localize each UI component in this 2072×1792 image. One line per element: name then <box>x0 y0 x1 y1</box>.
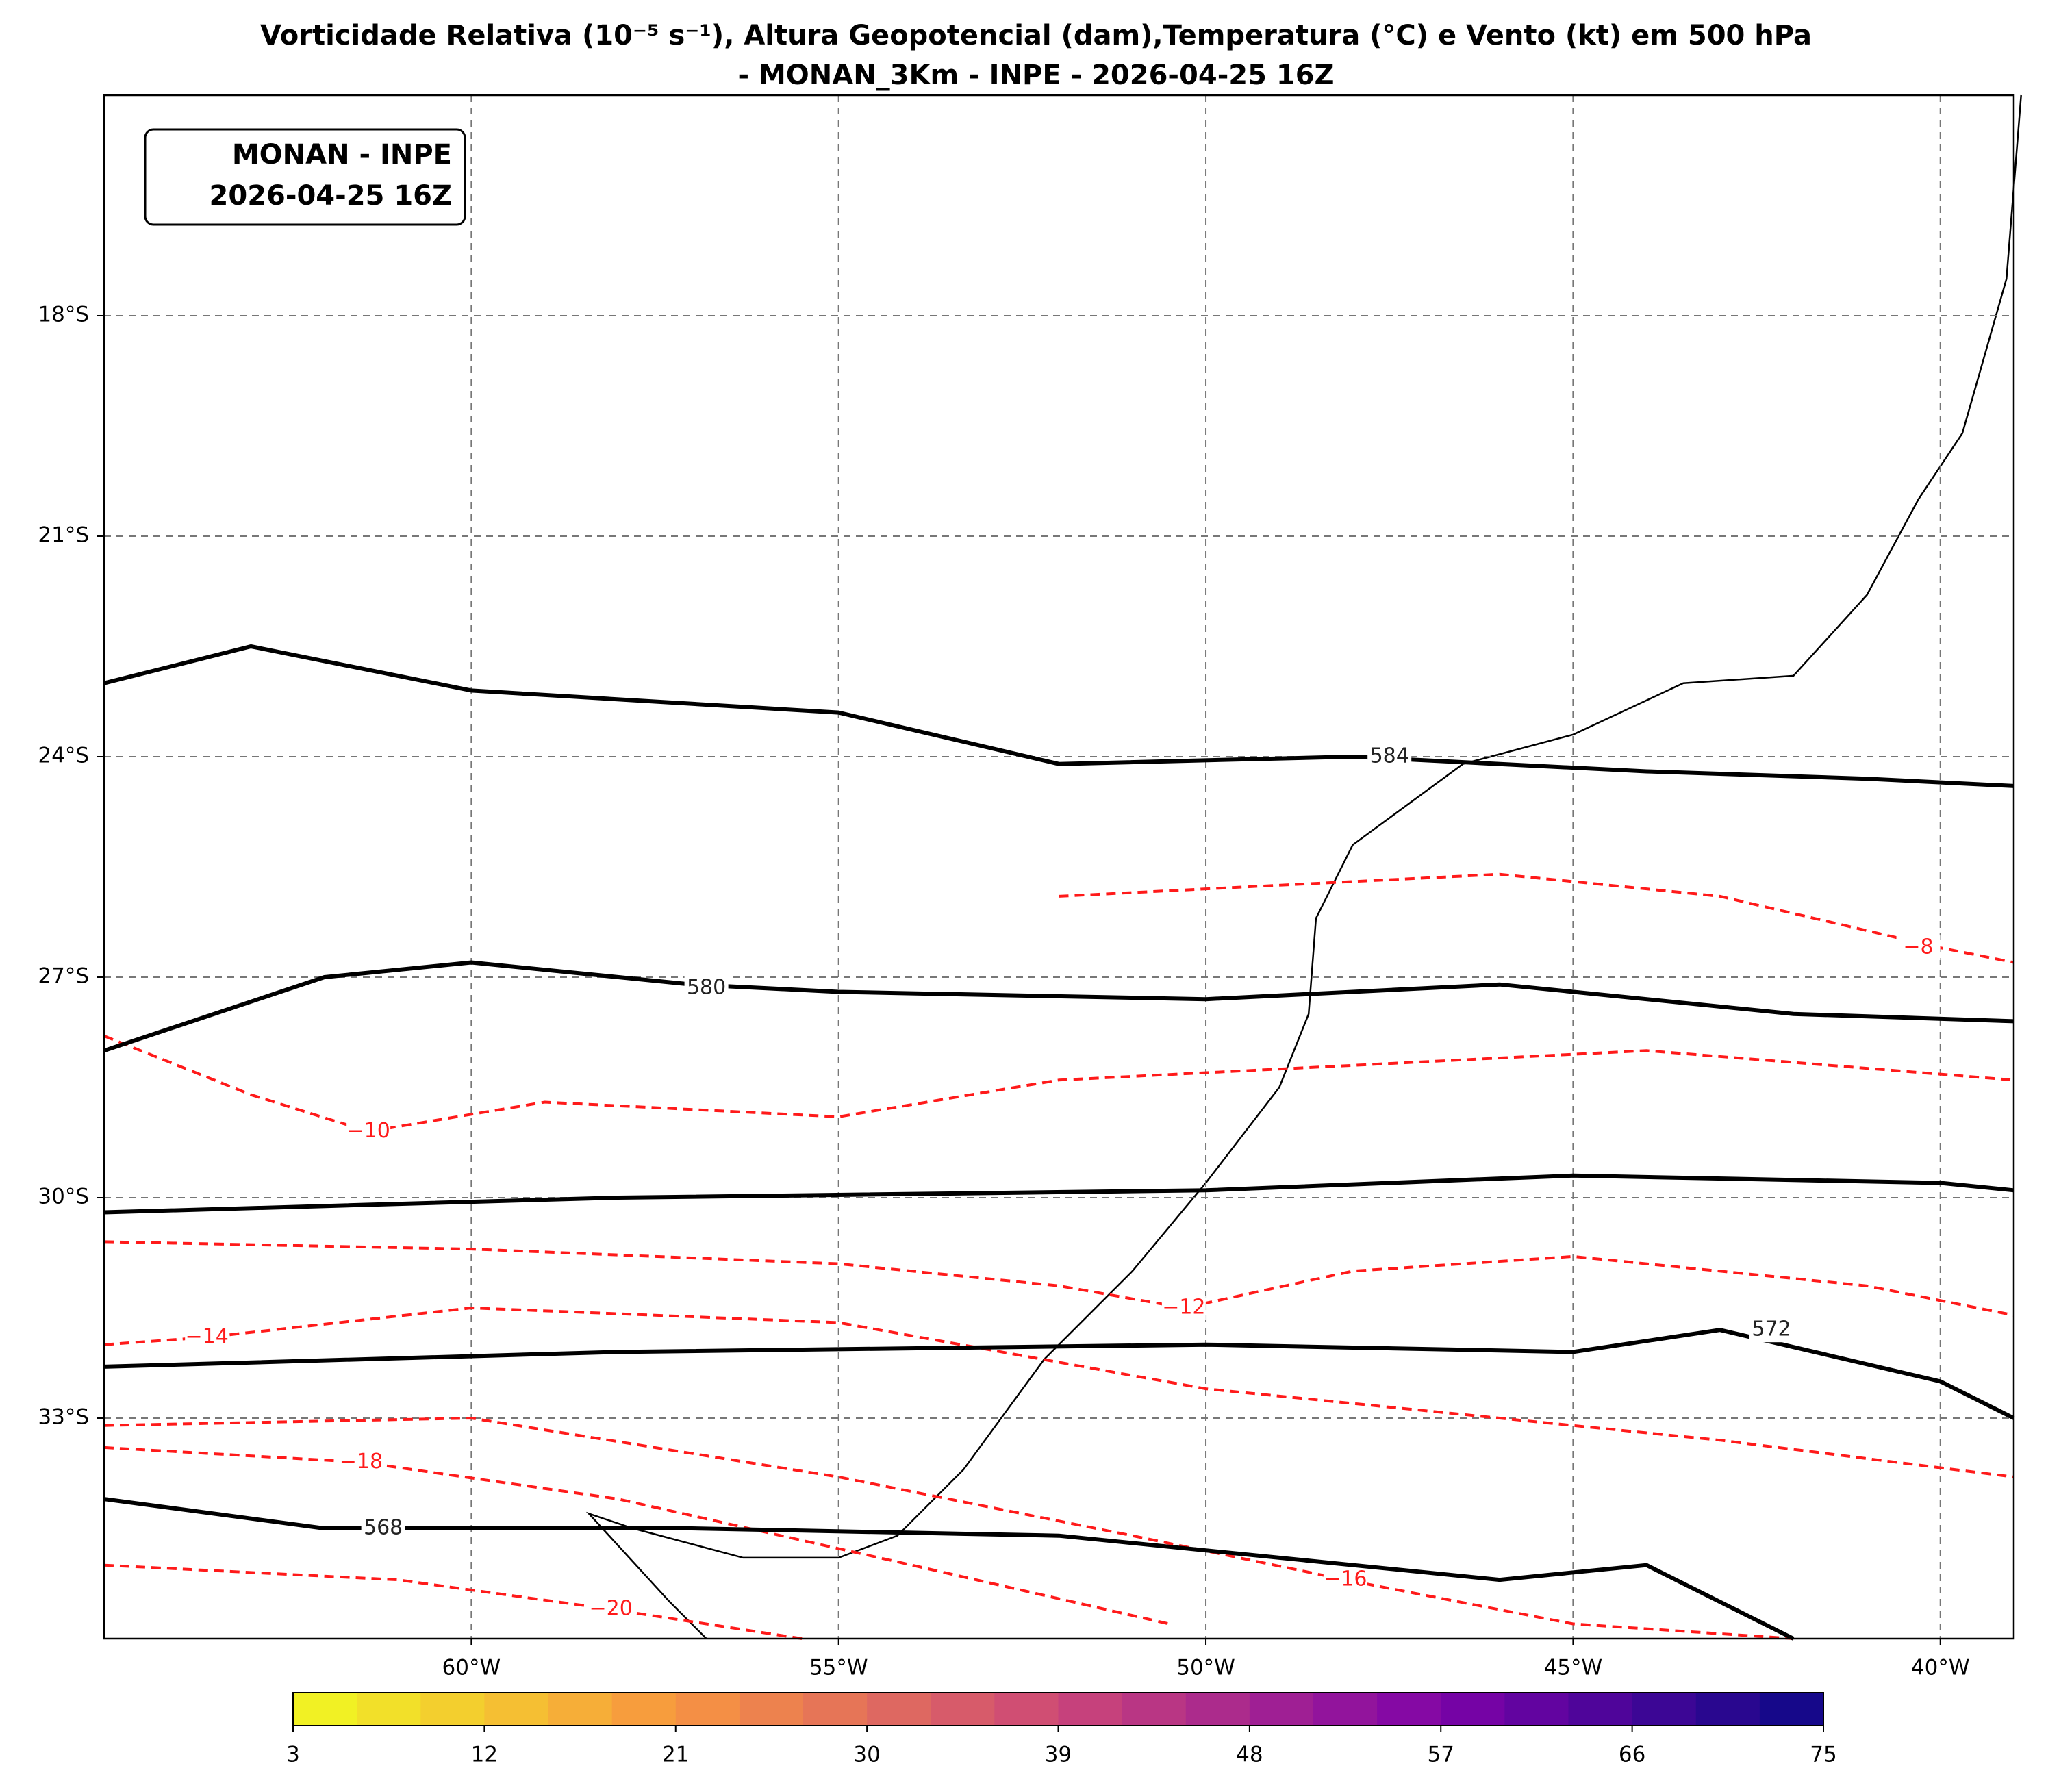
y-tick-label: 18°S <box>38 303 89 327</box>
height-contour-label: 572 <box>1752 1317 1791 1341</box>
colorbar-bin <box>1759 1693 1824 1726</box>
plot-frame <box>103 94 2015 1640</box>
colorbar-bin <box>1122 1693 1187 1726</box>
contour-label-bg <box>1367 744 1412 769</box>
contour-label-bg <box>1161 1296 1206 1320</box>
contour-label-bg <box>339 1450 383 1475</box>
y-tick-label: 33°S <box>38 1405 89 1430</box>
colorbar-tick-label: 3 <box>286 1743 300 1767</box>
temperature-contour <box>103 1416 1794 1640</box>
height-contour <box>103 960 2014 1053</box>
temperature-contour <box>103 1563 803 1640</box>
temperature-contour-label: −8 <box>1903 935 1933 959</box>
height-contour <box>103 644 2014 788</box>
contour-label-bg <box>361 1516 405 1541</box>
colorbar-bin <box>1249 1693 1314 1726</box>
colorbar-tick-label: 12 <box>471 1743 498 1767</box>
colorbar-tick-label: 30 <box>853 1743 880 1767</box>
colorbar-bin <box>484 1693 549 1726</box>
height-contour <box>103 1497 1795 1641</box>
temperature-contour <box>103 1035 2014 1133</box>
colorbar-tick-label: 57 <box>1428 1743 1454 1767</box>
colorbar-bin <box>1695 1693 1760 1726</box>
colorbar-bin <box>1504 1693 1569 1726</box>
title: Vorticidade Relativa (10⁻⁵ s⁻¹), Altura … <box>260 20 1812 51</box>
colorbar-bin <box>357 1693 421 1726</box>
y-tick-label: 27°S <box>38 964 89 989</box>
contour-label-bg <box>1749 1317 1794 1343</box>
y-tick-label: 30°S <box>38 1185 89 1209</box>
colorbar-tick-label: 66 <box>1619 1743 1645 1767</box>
subtitle: - MONAN_3Km - INPE - 2026-04-25 16Z <box>737 60 1334 91</box>
temperature-contour <box>103 1240 2014 1317</box>
height-contour <box>103 1173 2014 1215</box>
colorbar-tick-label: 39 <box>1045 1743 1072 1767</box>
colorbar-bin <box>675 1693 740 1726</box>
contour-label-bg <box>1896 935 1941 961</box>
temperature-contour <box>103 1446 1170 1626</box>
contour-label-bg <box>1323 1567 1367 1593</box>
temperature-contour-label: −12 <box>1162 1296 1205 1320</box>
temperature-contour-label: −20 <box>590 1597 633 1621</box>
colorbar-tick-label: 21 <box>662 1743 689 1767</box>
y-tick-label: 24°S <box>38 744 89 768</box>
temperature-contour-label: −10 <box>347 1119 390 1143</box>
temperature-contour <box>103 1306 2014 1478</box>
contour-label-bg <box>185 1324 229 1350</box>
temperature-contour-label: −18 <box>340 1450 383 1474</box>
y-tick-label: 21°S <box>38 523 89 548</box>
colorbar-bin <box>1185 1693 1250 1726</box>
colorbar-bin <box>293 1693 357 1726</box>
colorbar-bin <box>420 1693 485 1726</box>
colorbar-bin <box>1632 1693 1697 1726</box>
x-tick-label: 40°W <box>1911 1656 1970 1680</box>
colorbar-bin <box>931 1693 995 1726</box>
colorbar-bin <box>867 1693 931 1726</box>
colorbar-bin <box>1313 1693 1378 1726</box>
contour-label-bg <box>589 1597 633 1622</box>
colorbar-bin <box>548 1693 613 1726</box>
height-contour-label: 580 <box>687 976 726 1000</box>
colorbar-bin <box>803 1693 868 1726</box>
height-contour-label: 584 <box>1370 744 1409 768</box>
x-tick-label: 50°W <box>1176 1656 1235 1680</box>
contour-label-bg <box>346 1119 391 1144</box>
colorbar-bin <box>611 1693 677 1726</box>
colorbar-bin <box>1377 1693 1441 1726</box>
temperature-contour-label: −14 <box>186 1324 229 1348</box>
colorbar-tick-label: 48 <box>1236 1743 1263 1767</box>
colorbar-bin <box>1441 1693 1505 1726</box>
label-box <box>144 128 466 226</box>
colorbar-bin <box>1568 1693 1633 1726</box>
height-contour <box>103 1328 2015 1420</box>
colorbar-bin <box>1058 1693 1123 1726</box>
height-contour-label: 568 <box>364 1516 403 1540</box>
label-box-text: 2026-04-25 16Z <box>210 180 452 212</box>
contour-label-bg <box>684 976 729 1001</box>
x-tick-label: 45°W <box>1544 1656 1603 1680</box>
colorbar-tick-label: 75 <box>1810 1743 1836 1767</box>
x-tick-label: 55°W <box>809 1656 868 1680</box>
coastline <box>585 94 2022 1639</box>
label-box-text: MONAN - INPE <box>232 139 452 171</box>
temperature-contour-label: −16 <box>1324 1567 1367 1591</box>
x-tick-label: 60°W <box>442 1656 501 1680</box>
colorbar-bin <box>739 1693 804 1726</box>
temperature-contour <box>1059 872 2014 964</box>
colorbar-bin <box>994 1693 1059 1726</box>
